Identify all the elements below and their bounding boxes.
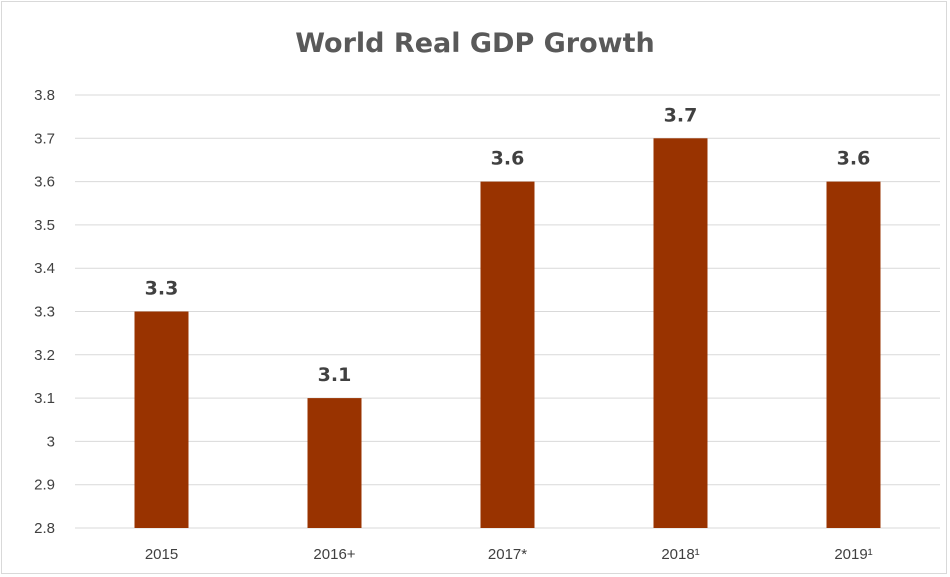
bar <box>826 181 881 528</box>
data-label: 3.1 <box>318 364 352 386</box>
data-label: 3.6 <box>491 148 525 170</box>
y-tick-label: 3.6 <box>34 174 55 191</box>
y-axis-ticks: 2.8 2.9 3 3.1 3.2 3.3 3.4 3.5 3.6 3.7 3.8 <box>34 87 55 537</box>
y-tick-label: 3.7 <box>34 130 55 147</box>
y-tick-label: 3.5 <box>34 217 55 234</box>
bar <box>307 398 362 528</box>
chart-title: World Real GDP Growth <box>295 28 655 59</box>
y-tick-label: 3.8 <box>34 87 55 104</box>
y-tick-label: 3.1 <box>34 390 55 407</box>
bars <box>134 138 881 529</box>
data-label: 3.3 <box>145 278 179 300</box>
data-labels: 3.3 3.1 3.6 3.7 3.6 <box>145 104 871 386</box>
x-tick-label: 2017* <box>488 546 527 563</box>
y-tick-label: 3 <box>47 433 55 450</box>
y-tick-label: 3.3 <box>34 304 55 321</box>
bar <box>134 311 189 528</box>
data-label: 3.7 <box>664 104 698 126</box>
x-tick-label: 2016+ <box>313 546 355 563</box>
x-axis-ticks: 2015 2016+ 2017* 2018¹ 2019¹ <box>145 546 873 563</box>
x-tick-label: 2019¹ <box>834 546 872 563</box>
bar <box>480 181 535 528</box>
y-tick-label: 3.4 <box>34 260 55 277</box>
x-tick-label: 2015 <box>145 546 178 563</box>
bar <box>653 138 708 529</box>
y-tick-label: 2.8 <box>34 520 55 537</box>
y-tick-label: 3.2 <box>34 347 55 364</box>
x-tick-label: 2018¹ <box>661 546 699 563</box>
y-tick-label: 2.9 <box>34 477 55 494</box>
data-label: 3.6 <box>837 148 871 170</box>
